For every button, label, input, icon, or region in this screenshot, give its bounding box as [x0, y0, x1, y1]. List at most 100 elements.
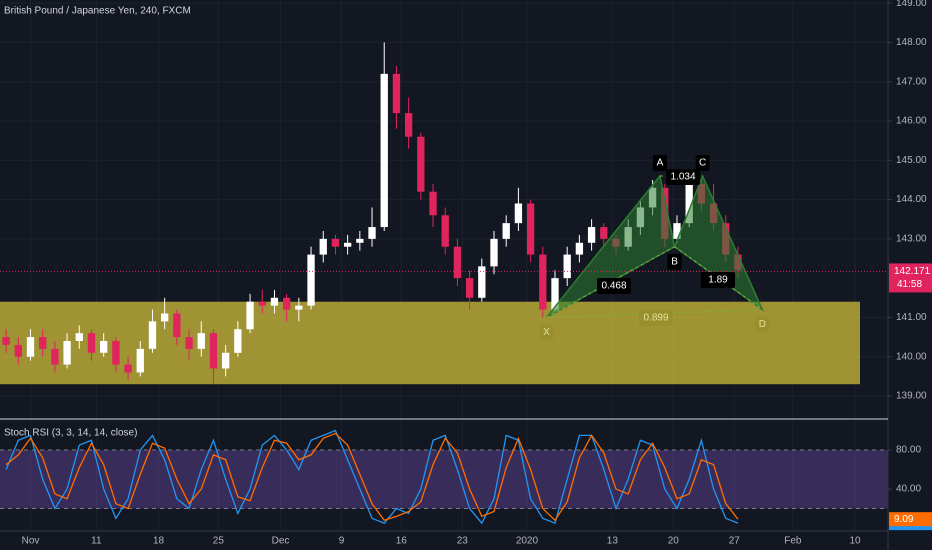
x-tick-label: Nov: [22, 536, 40, 547]
candle-body: [380, 73, 388, 228]
candle-body: [185, 337, 193, 349]
x-tick-label: 16: [396, 536, 408, 547]
point-label: A: [657, 158, 664, 169]
candle-body: [356, 238, 364, 243]
candle-body: [124, 364, 132, 373]
x-tick-label: 20: [668, 536, 680, 547]
candle-body: [502, 223, 510, 239]
candle-body: [307, 254, 315, 306]
last-price-box: [889, 263, 932, 293]
x-tick-label: 23: [457, 536, 469, 547]
candle-body: [453, 246, 462, 279]
candle-body: [526, 203, 535, 255]
candle-body: [600, 227, 608, 239]
ratio-label: 0.899: [643, 313, 668, 324]
point-box: [695, 155, 710, 171]
last-value-box: [889, 512, 932, 527]
y-tick-label: 141.00: [896, 312, 927, 323]
y-tick-label: 139.00: [896, 391, 927, 402]
candle-body: [173, 313, 181, 338]
point-label: B: [671, 256, 678, 267]
y-tick-label: 144.00: [896, 194, 927, 205]
candle-body: [673, 223, 681, 239]
y-tick-label: 40.00: [896, 484, 921, 495]
x-tick-label: Dec: [272, 536, 290, 547]
point-label: D: [759, 319, 766, 330]
candle-body: [51, 348, 59, 365]
y-tick-label: 149.00: [896, 0, 927, 9]
candle-body: [87, 333, 96, 353]
ratio-box: [639, 310, 673, 326]
candle-body: [282, 297, 291, 310]
ratio-label: 0.468: [601, 281, 626, 292]
candle-body: [319, 238, 327, 255]
candle-body: [368, 227, 376, 239]
candle-body: [685, 183, 693, 224]
last-price-label: 142.171: [894, 266, 931, 277]
candle-body: [246, 301, 254, 330]
candle-body: [331, 238, 340, 247]
candle-body: [490, 238, 498, 267]
point-box: [652, 155, 667, 171]
candle-body: [209, 333, 218, 369]
candle-body: [441, 215, 449, 247]
last-value-label: 9.09: [894, 514, 914, 525]
y-tick-label: 143.00: [896, 233, 927, 244]
candle-body: [136, 348, 144, 373]
candle-body: [258, 301, 266, 306]
candle-body: [587, 227, 596, 243]
candle-body: [161, 313, 169, 322]
ratio-label: 1.034: [670, 172, 695, 183]
point-box: [755, 316, 770, 333]
point-label: X: [543, 327, 550, 338]
chart-title: British Pound / Japanese Yen, 240, FXCM: [4, 6, 191, 17]
x-tick-label: 2020: [516, 536, 539, 547]
candle-body: [514, 203, 523, 224]
y-tick-label: 148.00: [896, 37, 927, 48]
ratio-box: [666, 169, 700, 185]
candle-body: [563, 254, 571, 279]
y-tick-label: 80.00: [896, 445, 921, 456]
candle-body: [417, 136, 425, 192]
candle-body: [26, 337, 35, 357]
candle-body: [75, 333, 83, 341]
candle-body: [404, 113, 413, 137]
x-tick-label: Feb: [784, 536, 802, 547]
y-tick-label: 147.00: [896, 76, 927, 87]
y-tick-label: 140.00: [896, 351, 927, 362]
candle-body: [197, 333, 205, 349]
candle-body: [270, 297, 279, 306]
x-tick-label: 9: [339, 536, 345, 547]
point-box: [539, 324, 554, 341]
candle-body: [63, 341, 71, 365]
candle-body: [478, 266, 486, 298]
candle-body: [343, 242, 352, 247]
ratio-label: 1.89: [708, 275, 728, 286]
ratio-box: [701, 272, 735, 288]
x-tick-label: 11: [91, 536, 102, 547]
x-tick-label: 18: [153, 536, 165, 547]
candle-body: [551, 278, 559, 310]
band: [0, 450, 888, 509]
candle-body: [148, 321, 157, 349]
x-tick-label: 13: [607, 536, 619, 547]
candle-body: [112, 341, 120, 365]
candle-body: [429, 191, 437, 216]
candle-body: [222, 352, 230, 369]
series-line: [5, 432, 739, 522]
ratio-box: [597, 278, 631, 294]
candle-body: [100, 341, 108, 353]
candle-body: [39, 337, 47, 349]
plot-layer: 0.468 1.034 1.89 0.899 X A B C D: [0, 0, 888, 531]
x-tick-label: 27: [729, 536, 741, 547]
y-tick-label: 146.00: [896, 116, 927, 127]
candle-body: [575, 242, 584, 255]
candle-body: [234, 329, 242, 353]
point-box: [667, 253, 682, 270]
candle-body: [465, 278, 474, 298]
point-label: C: [699, 158, 706, 169]
candle-body: [295, 305, 303, 310]
